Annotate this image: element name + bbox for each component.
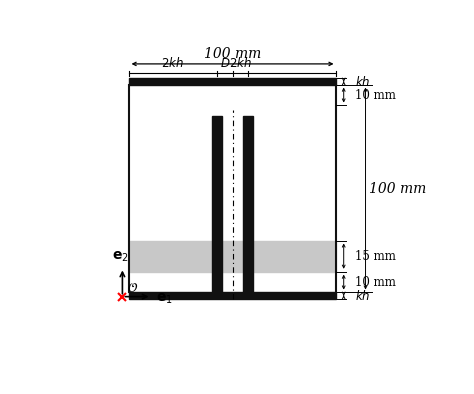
Bar [128,292,337,299]
Text: $kh$: $kh$ [355,74,371,89]
Text: 100 mm: 100 mm [369,182,426,195]
Text: $2kh$: $2kh$ [161,56,184,70]
Text: $2kh$: $2kh$ [229,56,252,70]
Text: $\mathcal{O}$: $\mathcal{O}$ [127,282,137,295]
Text: $kh$: $kh$ [355,288,371,303]
Bar [212,116,222,292]
Text: $D$: $D$ [219,57,230,70]
Bar [128,240,337,272]
Text: $\mathbf{e}_2$: $\mathbf{e}_2$ [112,250,129,264]
Text: 10 mm: 10 mm [355,89,396,102]
Text: 100 mm: 100 mm [204,47,261,61]
Text: 15 mm: 15 mm [355,250,396,263]
Text: $\mathbf{e}_1$: $\mathbf{e}_1$ [155,292,173,306]
Bar [128,78,337,85]
Text: 10 mm: 10 mm [355,275,396,288]
Bar [243,116,253,292]
